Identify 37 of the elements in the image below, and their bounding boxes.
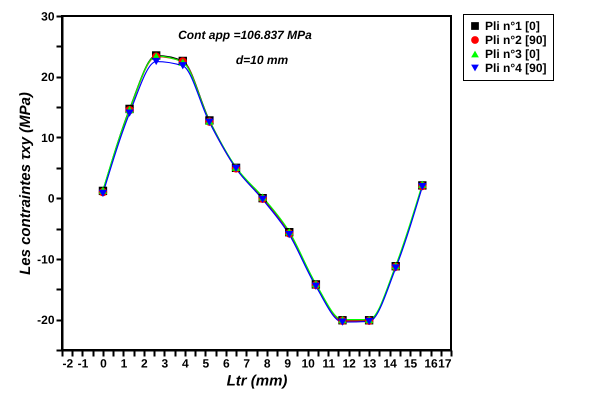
annotation: Cont app =106.837 MPa (178, 28, 312, 42)
y-tick-label: -10 (37, 252, 55, 266)
x-tick-label: 9 (284, 356, 292, 370)
x-tick-label: 1 (120, 356, 128, 370)
point (125, 110, 134, 117)
x-tick-label: 11 (322, 356, 336, 370)
point (152, 58, 160, 66)
legend-label: Pli n°4 [90] (485, 61, 546, 75)
x-tick-label: 4 (182, 356, 189, 370)
y-tick-label: 30 (41, 10, 55, 24)
x-tick-label: 8 (264, 356, 271, 370)
x-tick-label: 6 (222, 356, 230, 370)
x-tick-label: 15 (404, 356, 418, 370)
x-tick-label: 16 (424, 356, 438, 370)
point (178, 62, 187, 70)
y-tick-label: -20 (37, 313, 55, 328)
x-tick-label: -2 (62, 356, 74, 370)
legend-label: Pli n°1 [0] (485, 19, 540, 33)
x-tick-label: 14 (383, 356, 398, 370)
x-tick-label: 17 (438, 356, 452, 370)
x-tick-label: 10 (302, 356, 316, 370)
legend-label: Pli n°2 [90] (485, 33, 546, 47)
x-axis-title: Ltr (mm) (226, 372, 288, 390)
x-tick-label: 12 (342, 356, 356, 370)
x-tick-label: 7 (243, 356, 250, 370)
x-tick-label: 3 (162, 356, 169, 370)
y-tick-label: 20 (41, 70, 55, 84)
annotation: d=10 mm (236, 53, 289, 67)
x-tick-label: 13 (362, 356, 377, 370)
y-axis-title: Les contraintes τxy (MPa) (17, 92, 34, 275)
x-tick-label: 0 (100, 356, 108, 370)
y-tick-label: 0 (48, 192, 55, 206)
x-tick-label: 5 (202, 356, 210, 370)
x-tick-label: 2 (141, 356, 148, 370)
y-tick-label: 10 (41, 130, 55, 145)
x-tick-label: -1 (78, 356, 89, 370)
legend-label: Pli n°3 [0] (485, 47, 540, 61)
